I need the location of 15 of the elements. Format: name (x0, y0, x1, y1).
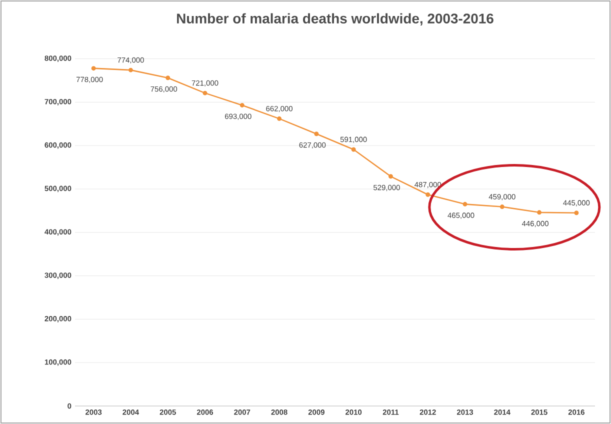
chart-title: Number of malaria deaths worldwide, 2003-2016 (177, 13, 494, 26)
point (462, 202, 468, 206)
point (574, 210, 579, 216)
point (426, 192, 430, 197)
point (91, 66, 96, 71)
point (351, 147, 356, 152)
point (128, 68, 133, 72)
point (500, 204, 504, 210)
point (166, 76, 170, 80)
point (240, 102, 244, 108)
point (537, 210, 542, 215)
point (314, 132, 319, 136)
point (202, 90, 208, 96)
point (277, 116, 282, 121)
point (388, 174, 393, 179)
